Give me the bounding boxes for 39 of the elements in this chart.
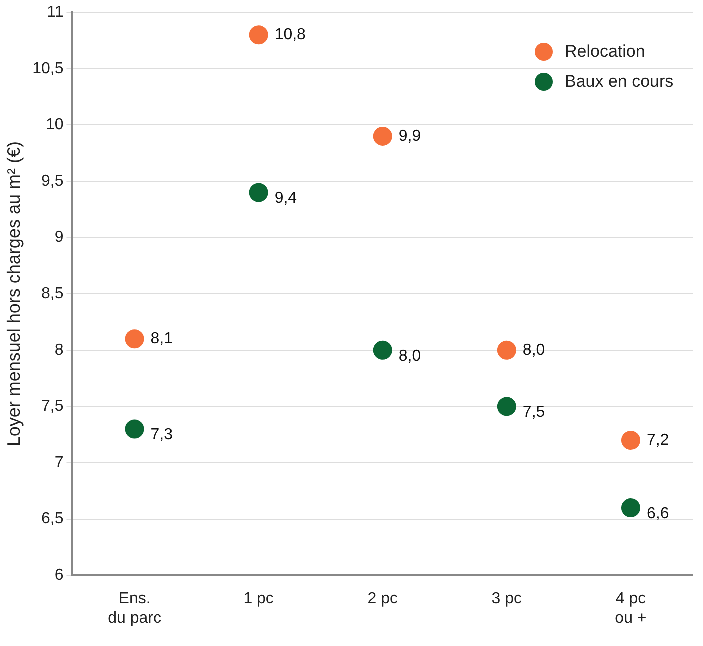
y-tick-label: 6,5	[41, 510, 64, 528]
data-label: 7,2	[646, 432, 670, 449]
point	[125, 420, 144, 439]
data-label: 9,9	[398, 128, 422, 145]
data-label: 7,3	[150, 426, 174, 444]
y-axis-title: Loyer mensuel hors charges au m² (€)	[4, 142, 24, 447]
point	[373, 340, 392, 360]
x-tick-label: 4 pc ou +	[615, 590, 647, 627]
x-tick-label: 3 pc	[492, 590, 522, 608]
legend-label: Relocation	[565, 42, 646, 62]
point	[621, 498, 640, 518]
point	[497, 397, 516, 416]
data-label: 7,5	[522, 404, 546, 422]
y-tick-label: 8	[54, 342, 64, 359]
x-tick-label: 2 pc	[368, 590, 398, 608]
point	[497, 340, 516, 360]
y-tick-label: 7,5	[41, 398, 64, 416]
point	[373, 126, 392, 146]
point	[125, 330, 144, 349]
data-label: 8,0	[522, 342, 546, 359]
y-tick-label: 7	[54, 454, 64, 472]
data-label: 8,1	[150, 330, 174, 348]
data-label: 10,8	[274, 26, 306, 44]
y-tick-label: 10,5	[32, 60, 64, 78]
y-tick-label: 8,5	[41, 286, 64, 303]
y-tick-label: 9,5	[41, 172, 64, 190]
y-tick-label: 10	[46, 116, 64, 134]
y-tick-label: 6	[54, 567, 64, 584]
point	[249, 183, 268, 202]
point	[621, 430, 640, 450]
data-label: 6,6	[646, 505, 670, 522]
y-tick-label: 11	[47, 4, 64, 22]
x-tick-label: 1 pc	[244, 590, 274, 608]
point	[249, 26, 268, 45]
legend-label: Baux en cours	[565, 72, 674, 92]
data-label: 8,0	[398, 348, 422, 365]
y-tick-label: 9	[54, 229, 64, 246]
x-tick-label: Ens. du parc	[108, 590, 162, 627]
data-label: 9,4	[274, 190, 298, 208]
